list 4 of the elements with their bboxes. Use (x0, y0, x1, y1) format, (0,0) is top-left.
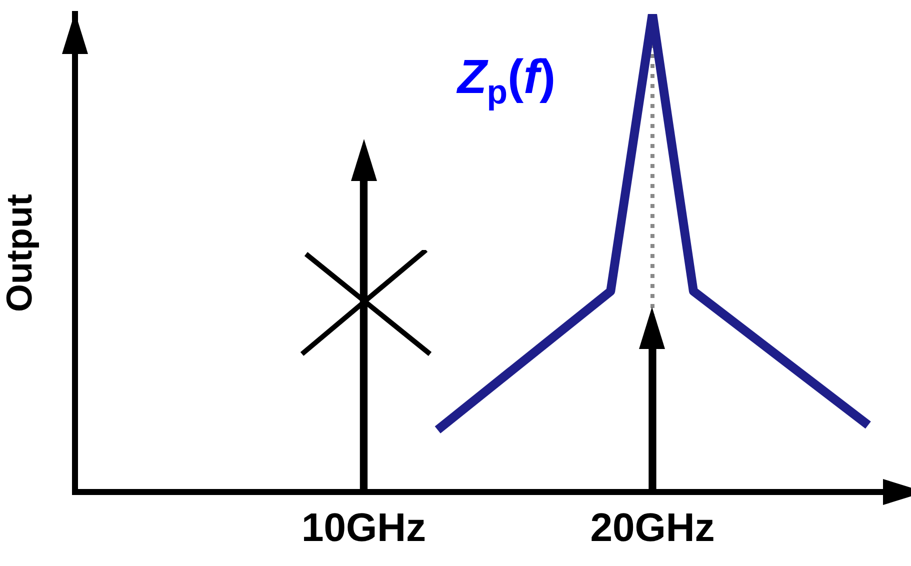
x-tick-label: 20GHz (590, 506, 715, 550)
x-tick-label: 10GHz (301, 506, 426, 550)
y-axis-title: Output (0, 194, 40, 312)
series-label: Z$_{p}$(f) (457, 51, 556, 112)
